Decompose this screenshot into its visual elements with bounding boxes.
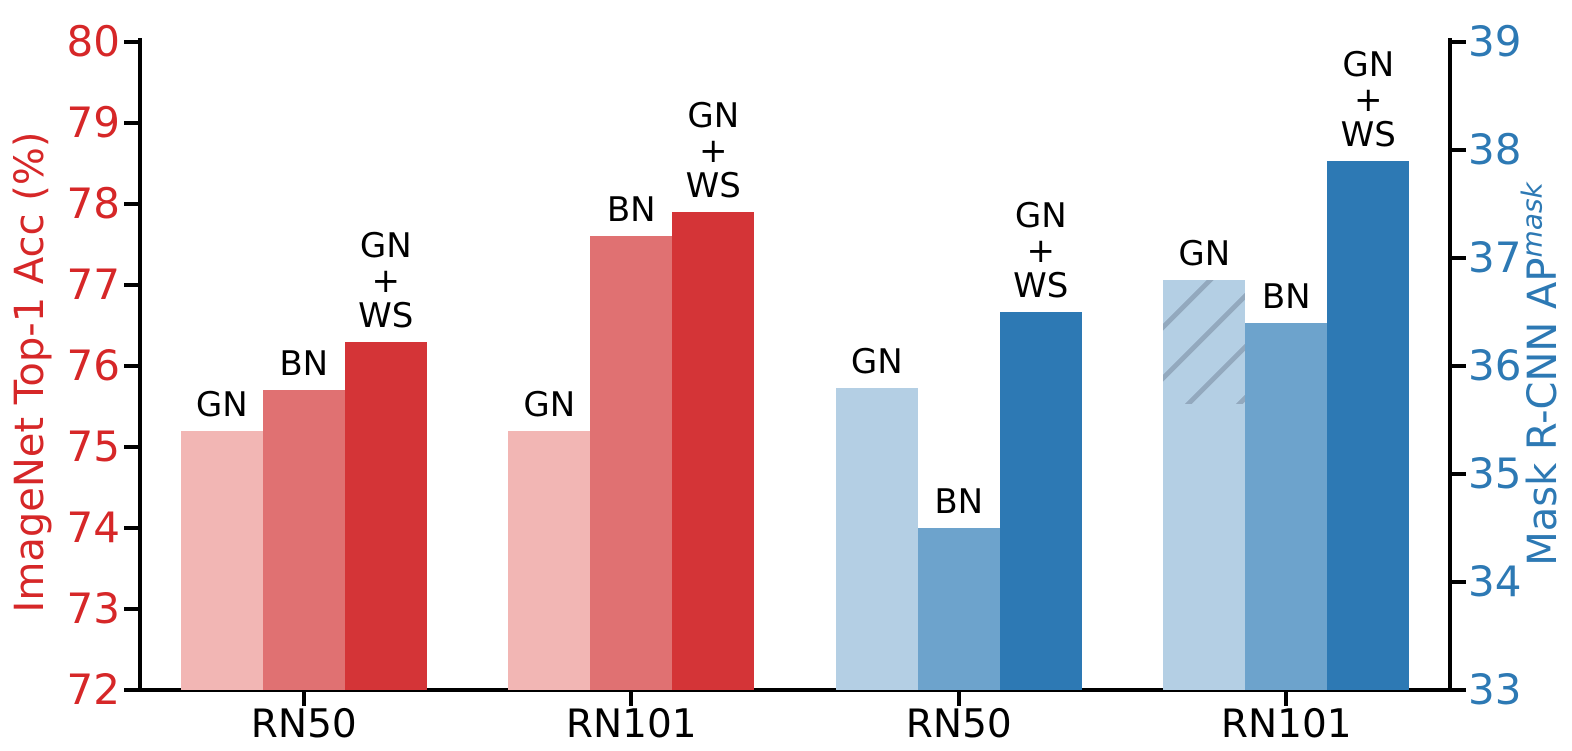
right-axis-tickmark (1452, 256, 1466, 260)
bar-label-line: WS (1340, 114, 1396, 155)
bar-label: GN (467, 384, 631, 425)
bar-label: GN (140, 384, 304, 425)
right-axis-tickmark (1452, 40, 1466, 44)
bar-GN+WS-rn50-left (344, 341, 427, 690)
x-axis-tickmark (629, 692, 634, 706)
left-axis-tickmark (124, 526, 138, 530)
bar-label: GN (795, 341, 959, 382)
left-axis-tick-label: 78 (66, 179, 120, 228)
right-axis-tickmark (1452, 580, 1466, 584)
bar-BN-rn50-left (262, 390, 345, 690)
bar-label-line: GN (850, 341, 903, 382)
right-axis-tick-label: 38 (1468, 125, 1522, 174)
bar-label-line: + (1354, 79, 1383, 120)
bar-GN-rn50-left (180, 430, 263, 690)
left-axis-spine (138, 38, 142, 692)
left-axis-tickmark (124, 607, 138, 611)
bar-hatch-overlay (1163, 279, 1246, 404)
bar-label: BN (222, 347, 386, 382)
right-axis-tickmark (1452, 688, 1466, 692)
right-axis-tick-label: 34 (1468, 557, 1522, 606)
left-axis-tickmark (124, 283, 138, 287)
left-axis-tickmark (124, 40, 138, 44)
bar-label: BN (1204, 276, 1368, 317)
left-axis-tick-label: 79 (66, 98, 120, 147)
bar-BN-rn101-left (590, 236, 673, 690)
left-axis-tick-label: 80 (66, 17, 120, 66)
bar-label-line: BN (279, 344, 329, 385)
bar-BN-rn50-right (917, 528, 1000, 690)
bar-label-line: GN (195, 384, 248, 425)
bar-label-line: GN (359, 225, 412, 266)
right-axis-spine (1448, 38, 1452, 692)
x-axis-tickmark (1284, 692, 1289, 706)
left-axis-tick-label: 73 (66, 584, 120, 633)
left-axis-tickmark (124, 364, 138, 368)
x-axis-category-label: RN101 (1220, 702, 1352, 747)
right-axis-tick-label: 37 (1468, 233, 1522, 282)
bar-label-line: WS (358, 295, 414, 336)
bar-label-line: GN (687, 96, 740, 137)
bottom-axis-spine (138, 688, 1452, 692)
left-axis-tick-label: 72 (66, 665, 120, 714)
bar-label-line: + (371, 260, 401, 301)
left-axis-tickmark (124, 121, 138, 125)
right-axis-tick-label: 36 (1468, 341, 1522, 390)
bar-label: BN (877, 485, 1041, 520)
right-axis-tick-label: 35 (1468, 449, 1522, 498)
left-axis-tick-label: 76 (66, 341, 120, 390)
bar-label: GN + WS (959, 199, 1123, 304)
bar-label-line: + (699, 131, 728, 172)
x-axis-category-label: RN50 (250, 702, 357, 747)
bar-label: GN + WS (304, 225, 468, 336)
bar-label-line: BN (934, 482, 984, 522)
bar-label-line: + (1026, 231, 1056, 271)
right-axis-tickmark (1452, 472, 1466, 476)
bar-GN-rn50-right (835, 387, 918, 690)
left-axis-tick-label: 77 (66, 260, 120, 309)
bar-label-line: WS (685, 166, 741, 207)
right-y-axis-title-text: Mask R-CNN AP (1520, 257, 1566, 566)
left-axis-tickmark (124, 688, 138, 692)
bar-label: BN (549, 193, 713, 228)
left-axis-tick-label: 75 (66, 422, 120, 471)
bar-GN-rn101-right (1163, 279, 1246, 690)
right-axis-tickmark (1452, 364, 1466, 368)
bar-label: GN + WS (631, 99, 795, 204)
right-axis-tickmark (1452, 148, 1466, 152)
right-axis-tick-label: 33 (1468, 665, 1522, 714)
x-axis-category-label: RN101 (565, 702, 697, 747)
bar-label: GN + WS (1286, 44, 1450, 155)
left-axis-tickmark (124, 202, 138, 206)
bar-GN+WS-rn50-right (999, 312, 1082, 690)
bar-GN+WS-rn101-right (1327, 160, 1410, 690)
bar-label-line: GN (1342, 44, 1395, 85)
bar-label-line: GN (523, 384, 576, 425)
bar-BN-rn101-right (1245, 322, 1328, 690)
bar-label-line: GN (1178, 233, 1231, 274)
bar-label-line: WS (1013, 266, 1069, 306)
x-axis-tickmark (956, 692, 961, 706)
x-axis-category-label: RN50 (905, 702, 1012, 747)
bar-label-line: GN (1014, 196, 1067, 236)
x-axis-tickmark (301, 692, 306, 706)
right-axis-tick-label: 39 (1468, 17, 1522, 66)
left-axis-tick-label: 74 (66, 503, 120, 552)
bar-GN+WS-rn101-left (672, 212, 755, 690)
bar-GN-rn101-left (508, 430, 591, 690)
left-axis-tickmark (124, 445, 138, 449)
bar-label-line: BN (1261, 276, 1311, 317)
bar-label-line: BN (606, 190, 656, 231)
bar-label: GN (1122, 233, 1286, 274)
